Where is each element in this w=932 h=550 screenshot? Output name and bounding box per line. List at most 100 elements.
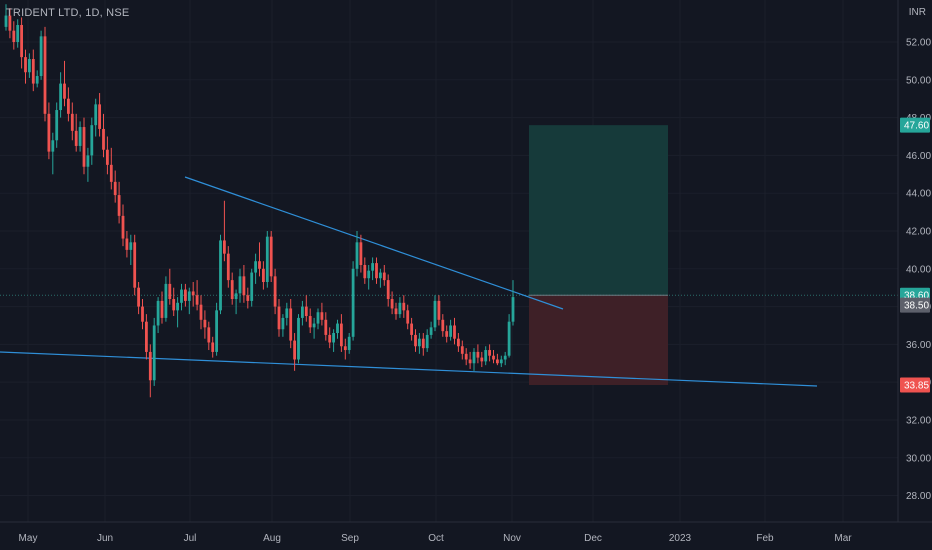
candle-111: [437, 295, 441, 326]
candle-body: [308, 316, 312, 328]
candle-body: [468, 359, 472, 364]
candle-body: [12, 30, 16, 43]
candle-body: [28, 59, 31, 73]
candle-body: [70, 113, 74, 131]
candle-body: [137, 287, 140, 307]
candle-50: [199, 295, 203, 330]
candle-body: [445, 331, 449, 337]
candle-body: [433, 300, 437, 328]
x-tick-label: Oct: [428, 533, 444, 544]
x-tick-label: Aug: [263, 533, 281, 544]
candle-body: [148, 351, 152, 381]
x-tick-label: May: [19, 533, 38, 544]
stop-zone: [529, 295, 668, 385]
y-tick-label: 52.00: [906, 38, 931, 49]
candle-56: [223, 200, 226, 262]
candle-body: [31, 59, 35, 84]
candle-0: [4, 4, 8, 31]
candle-79: [312, 317, 316, 339]
y-tick-label: 46.00: [906, 151, 931, 162]
candle-body: [219, 240, 222, 311]
candle-body: [74, 130, 78, 146]
candle-body: [133, 242, 137, 288]
candle-77: [304, 295, 308, 322]
candle-body: [234, 293, 238, 300]
candle-49: [195, 280, 199, 311]
candle-body: [250, 272, 254, 301]
candle-body: [121, 215, 125, 239]
candle-86: [340, 314, 343, 352]
candle-105: [414, 329, 417, 352]
candle-body: [316, 312, 320, 324]
candle-35: [141, 299, 144, 330]
price-axis[interactable]: 28.0030.0032.0034.0036.0038.0040.0042.00…: [897, 0, 932, 550]
x-tick-label: Sep: [341, 533, 359, 544]
candle-75: [297, 314, 300, 364]
candle-body: [230, 280, 234, 300]
candle-22: [90, 117, 94, 165]
candle-73: [289, 299, 293, 349]
candle-32: [129, 234, 133, 265]
candle-65: [258, 242, 261, 277]
candle-71: [281, 314, 285, 337]
candle-28: [113, 170, 117, 203]
candle-body: [269, 236, 273, 277]
candle-12: [51, 132, 55, 175]
candle-110: [433, 295, 437, 332]
candle-106: [418, 333, 421, 354]
candle-29: [117, 181, 121, 224]
candle-5: [24, 49, 27, 84]
candle-46: [184, 283, 187, 307]
candle-body: [43, 36, 47, 114]
candle-48: [191, 282, 195, 307]
candle-body: [293, 340, 296, 360]
y-tick-label: 28.00: [906, 491, 931, 502]
candle-body: [226, 253, 230, 281]
candle-body: [211, 342, 215, 352]
candle-body: [187, 291, 191, 301]
candle-87: [343, 338, 347, 360]
price-badge-label-last: 38.50: [904, 301, 929, 312]
candle-body: [125, 238, 129, 250]
position-zones: [0, 125, 898, 385]
candle-103: [406, 304, 410, 330]
time-axis[interactable]: May Jun Jul Aug Sep Oct Nov Dec 2023 Feb Mar: [0, 521, 932, 550]
candle-body: [242, 276, 246, 296]
candle-30: [121, 204, 125, 247]
candle-body: [113, 181, 117, 196]
candle-body: [102, 128, 105, 150]
candle-11: [47, 102, 51, 160]
candle-95: [375, 257, 378, 284]
candle-92: [363, 257, 367, 284]
candle-body: [351, 268, 355, 337]
symbol-title[interactable]: TRIDENT LTD, 1D, NSE: [6, 7, 130, 19]
candle-body: [402, 302, 406, 311]
y-tick-label: 44.00: [906, 189, 931, 200]
candle-67: [265, 230, 269, 288]
candle-113: [445, 325, 449, 343]
candle-63: [250, 268, 254, 307]
candle-body: [429, 327, 433, 335]
candle-123: [484, 346, 488, 366]
candle-85: [336, 319, 339, 339]
price-badge-target: [900, 117, 930, 133]
candle-body: [254, 261, 257, 273]
candle-20: [82, 117, 86, 175]
candle-55: [219, 234, 222, 315]
candle-100: [394, 302, 398, 320]
candle-126: [496, 353, 499, 366]
candle-53: [211, 336, 215, 358]
candle-body: [215, 310, 218, 352]
candle-body: [371, 263, 374, 271]
candle-body: [507, 321, 511, 356]
candle-124: [488, 344, 491, 362]
candle-body: [297, 317, 300, 360]
candle-80: [316, 308, 320, 330]
candle-18: [74, 113, 78, 152]
candle-body: [382, 272, 386, 281]
candle-66: [262, 261, 265, 290]
candle-68: [269, 230, 273, 283]
candle-body: [437, 300, 441, 320]
candle-body: [285, 308, 289, 318]
